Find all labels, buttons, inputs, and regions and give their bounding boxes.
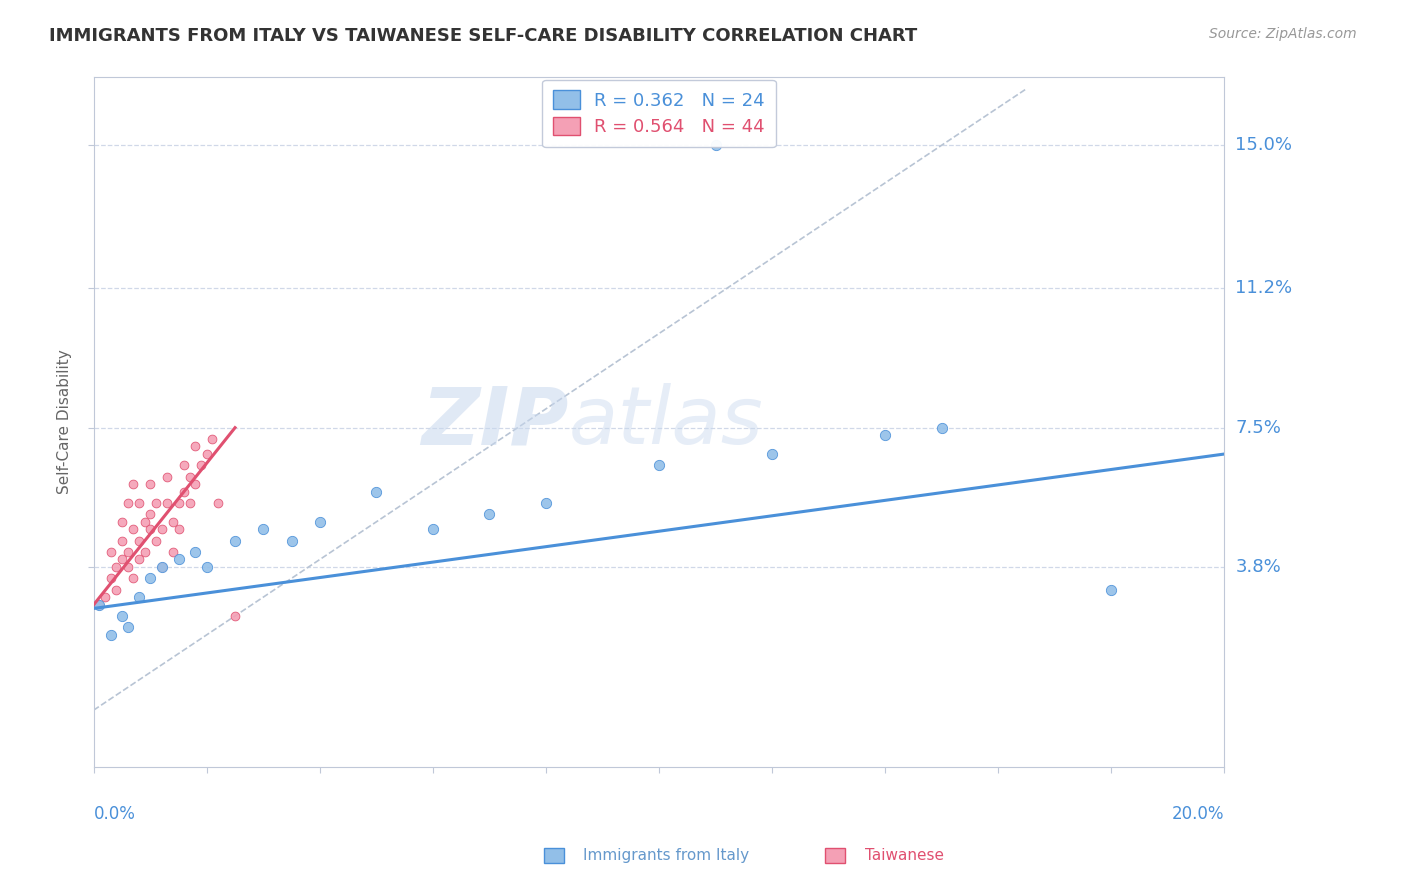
Text: IMMIGRANTS FROM ITALY VS TAIWANESE SELF-CARE DISABILITY CORRELATION CHART: IMMIGRANTS FROM ITALY VS TAIWANESE SELF-… [49,27,918,45]
Point [190,458,212,473]
Point [111,515,134,529]
Point [648,458,671,473]
Point [111,533,134,548]
Y-axis label: Self-Care Disability: Self-Care Disability [58,350,72,494]
Point [156,496,179,510]
Point [117,545,139,559]
Point [150,522,173,536]
Point [761,447,783,461]
Point [308,515,330,529]
Bar [544,847,564,863]
Point [195,447,218,461]
Point [117,560,139,574]
Point [100,571,122,585]
Point [184,545,207,559]
Bar [825,847,845,863]
Point [173,458,195,473]
Point [704,138,727,153]
Point [167,522,190,536]
Point [89,598,111,612]
Point [139,522,162,536]
Point [139,508,162,522]
Point [145,533,167,548]
Point [150,560,173,574]
Point [111,609,134,624]
Point [134,545,156,559]
Point [280,533,302,548]
Point [366,484,388,499]
Point [128,533,150,548]
Point [478,508,501,522]
Point [145,496,167,510]
Point [179,496,201,510]
Point [184,477,207,491]
Text: 0.0%: 0.0% [94,805,135,823]
Point [128,590,150,604]
Point [122,522,145,536]
Point [105,582,128,597]
Point [173,484,195,499]
Point [162,545,184,559]
Point [167,496,190,510]
Point [252,522,274,536]
Point [224,609,246,624]
Point [105,560,128,574]
Point [534,496,557,510]
Point [100,628,122,642]
Text: ZIP: ZIP [422,383,568,461]
Point [167,552,190,566]
Point [195,560,218,574]
Point [184,440,207,454]
Point [122,477,145,491]
Point [1099,582,1122,597]
Point [156,469,179,483]
Point [117,620,139,634]
Point [875,428,897,442]
Point [139,571,162,585]
Text: Source: ZipAtlas.com: Source: ZipAtlas.com [1209,27,1357,41]
Point [134,515,156,529]
Point [162,515,184,529]
Point [201,432,224,446]
Point [89,598,111,612]
Text: 20.0%: 20.0% [1171,805,1225,823]
Point [150,560,173,574]
Point [224,533,246,548]
Point [207,496,229,510]
Point [117,496,139,510]
Point [111,552,134,566]
Text: 11.2%: 11.2% [1236,279,1292,297]
Point [128,552,150,566]
Text: atlas: atlas [568,383,763,461]
Text: Taiwanese: Taiwanese [865,848,943,863]
Point [179,469,201,483]
Text: 15.0%: 15.0% [1236,136,1292,154]
Text: 7.5%: 7.5% [1236,418,1281,437]
Point [122,571,145,585]
Point [422,522,444,536]
Point [139,477,162,491]
Text: 3.8%: 3.8% [1236,558,1281,576]
Point [931,420,953,434]
Point [100,545,122,559]
Point [128,496,150,510]
Legend: R = 0.362   N = 24, R = 0.564   N = 44: R = 0.362 N = 24, R = 0.564 N = 44 [543,79,776,147]
Point [94,590,117,604]
Text: Immigrants from Italy: Immigrants from Italy [583,848,749,863]
